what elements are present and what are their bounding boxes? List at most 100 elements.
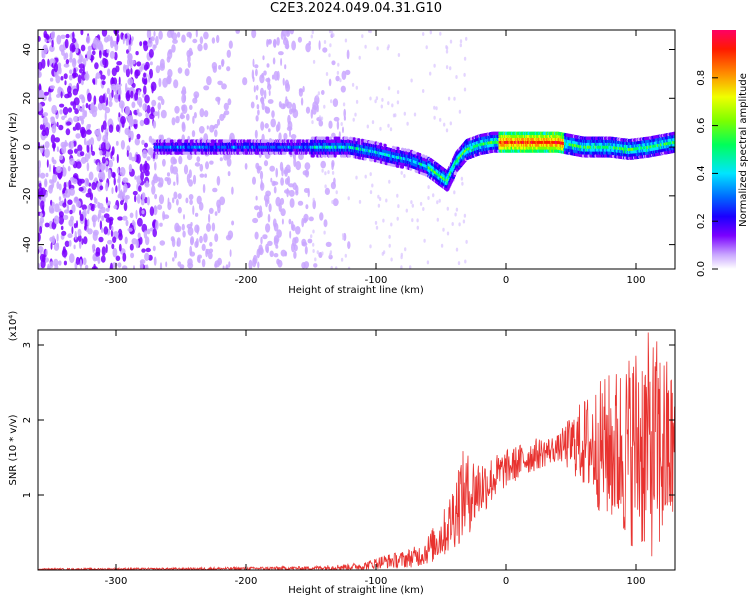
spectrogram-noise-cell <box>139 163 143 173</box>
spectrogram-noise-cell <box>53 243 60 251</box>
spectrogram-noise-cell <box>95 247 101 255</box>
spectrogram-noise-cell <box>195 30 198 38</box>
spectrogram-noise-cell <box>149 68 153 79</box>
spectrogram-noise-cell <box>277 121 281 131</box>
spectrogram-noise-cell <box>74 108 79 115</box>
spectrogram-noise-cell <box>211 62 218 70</box>
spectrogram-noise-cell <box>266 246 269 254</box>
spectrogram-noise-cell <box>175 225 182 233</box>
spectrogram-noise-cell <box>439 31 442 36</box>
spectrogram-noise-cell <box>455 207 459 212</box>
spectrogram-noise-cell <box>108 170 111 179</box>
spectrogram-noise-cell <box>71 37 76 44</box>
spectrogram-noise-cell <box>252 217 259 224</box>
spectrogram-noise-cell <box>258 247 264 256</box>
spectrogram-noise-cell <box>181 34 186 43</box>
spectrogram-noise-cell <box>80 30 84 36</box>
spectrogram-noise-cell <box>126 150 129 157</box>
spectrogram-noise-cell <box>260 96 265 105</box>
spectrogram-noise-cell <box>170 156 176 165</box>
spectrogram-ridge-cell <box>424 155 428 159</box>
spectrogram-noise-cell <box>331 160 335 168</box>
spectrogram-noise-cell <box>87 188 92 195</box>
spectrogram-noise-cell <box>252 257 257 268</box>
spectrogram-noise-cell <box>101 227 104 234</box>
spectrogram-noise-cell <box>352 117 355 122</box>
spectrogram-noise-cell <box>312 101 319 111</box>
spectrogram-noise-cell <box>82 257 87 266</box>
spectrogram-noise-cell <box>38 200 41 207</box>
spectrogram-noise-cell <box>103 213 110 219</box>
spectrogram-noise-cell <box>316 250 319 255</box>
spectrogram-noise-cell <box>183 164 189 175</box>
spectrogram-noise-cell <box>54 203 60 213</box>
spectrogram-noise-cell <box>308 216 314 222</box>
spectrogram-noise-cell <box>252 58 255 68</box>
spectrogram-ridge-cell <box>379 142 383 147</box>
spectrogram-noise-cell <box>297 200 304 206</box>
spectrogram-noise-cell <box>158 134 163 141</box>
spectrogram-noise-cell <box>327 170 330 175</box>
spectrogram-noise-cell <box>182 230 186 238</box>
spectrogram-noise-cell <box>310 234 313 239</box>
spectrogram-noise-cell <box>173 181 176 186</box>
spectrogram-noise-cell <box>442 227 445 232</box>
spectrogram-noise-cell <box>50 134 56 144</box>
spectrogram-noise-cell <box>137 112 143 117</box>
spectrogram-noise-cell <box>139 66 143 72</box>
spectrogram-noise-cell <box>63 214 69 220</box>
spectrogram-ridge-cell <box>271 139 275 143</box>
spectrogram-noise-cell <box>43 30 48 38</box>
spectrogram-noise-cell <box>187 262 194 269</box>
spectrogram-noise-cell <box>181 121 186 130</box>
spectrogram-noise-cell <box>58 215 65 225</box>
spectrogram-noise-cell <box>63 181 67 190</box>
spectrogram-noise-cell <box>148 135 153 143</box>
spectrogram-noise-cell <box>132 219 135 226</box>
spectrogram-noise-cell <box>62 164 65 174</box>
spectrogram-noise-cell <box>189 199 193 205</box>
spectrogram-noise-cell <box>142 103 148 112</box>
spectrogram-noise-cell <box>152 228 157 238</box>
spectrogram-noise-cell <box>465 239 468 244</box>
spectrogram-noise-cell <box>83 137 87 146</box>
spectrogram-noise-cell <box>73 244 76 250</box>
spectrogram-noise-cell <box>459 43 462 48</box>
spectrogram-noise-cell <box>329 252 332 257</box>
spectrogram-noise-cell <box>49 163 51 173</box>
spectrogram-noise-cell <box>65 128 71 136</box>
spectrogram-noise-cell <box>73 178 78 185</box>
spectrogram-noise-cell <box>60 76 64 81</box>
spectrogram-noise-cell <box>105 196 108 204</box>
spectrogram-noise-cell <box>179 264 185 269</box>
spectrogram-noise-cell <box>66 121 72 126</box>
spectrogram-noise-cell <box>166 172 171 177</box>
spectrogram-noise-cell <box>193 112 197 119</box>
spectrogram-noise-cell <box>189 245 193 256</box>
spectrogram-noise-cell <box>387 101 390 106</box>
spectrogram-noise-cell <box>51 104 58 115</box>
spectrogram-noise-cell <box>86 162 90 172</box>
spectrogram-noise-cell <box>139 41 143 47</box>
spectrogram-noise-cell <box>98 236 104 243</box>
spectrogram-noise-cell <box>342 236 345 241</box>
spectrogram-noise-cell <box>214 129 218 138</box>
spectrogram-noise-cell <box>369 172 372 177</box>
spectrogram-noise-cell <box>138 185 142 192</box>
spectrogram-noise-cell <box>125 82 128 93</box>
spectrogram-noise-cell <box>173 79 179 89</box>
spectrogram-noise-cell <box>145 264 149 269</box>
spectrogram-noise-cell <box>158 30 163 40</box>
spectrogram-noise-cell <box>225 264 229 269</box>
spectrogram-noise-cell <box>142 163 146 174</box>
spectrogram-noise-cell <box>89 137 95 146</box>
spectrogram-noise-cell <box>136 133 141 140</box>
spectrogram-noise-cell <box>342 102 346 107</box>
spectrogram-noise-cell <box>263 194 270 203</box>
spectrogram-noise-cell <box>159 222 163 227</box>
spectrogram-ridge-cell <box>370 158 374 162</box>
spectrogram-noise-cell <box>325 72 329 76</box>
spectrogram-noise-cell <box>186 153 193 161</box>
